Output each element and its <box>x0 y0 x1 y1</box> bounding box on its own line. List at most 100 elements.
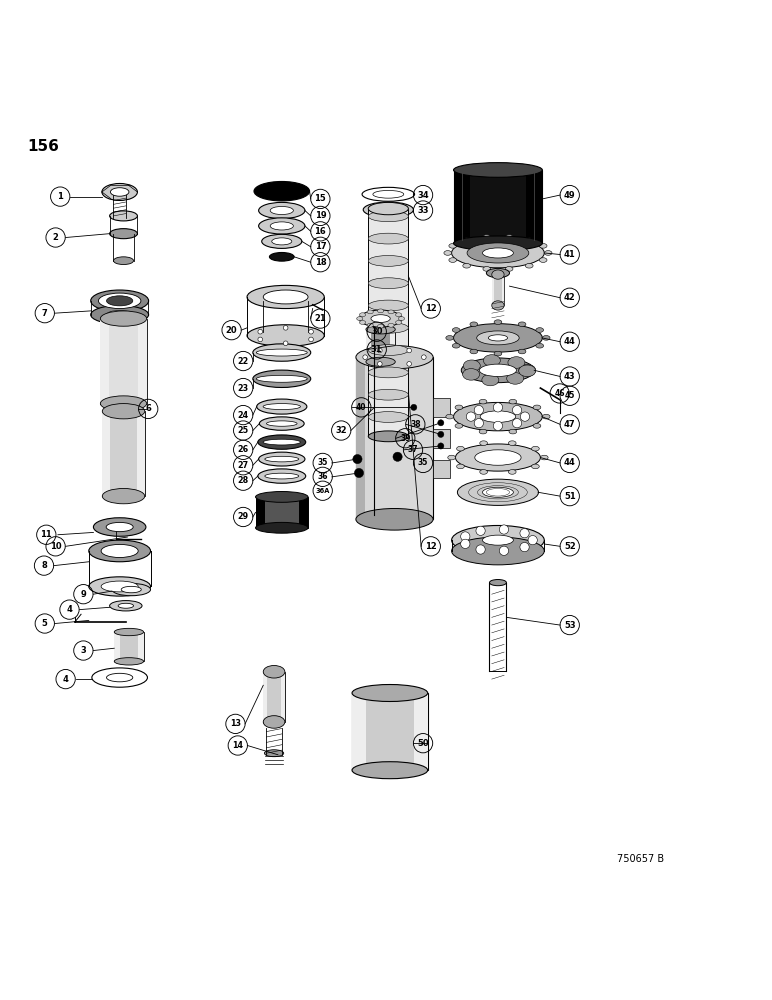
Text: 18: 18 <box>314 258 327 267</box>
Ellipse shape <box>270 222 293 230</box>
Circle shape <box>461 539 470 548</box>
Ellipse shape <box>89 540 151 562</box>
Ellipse shape <box>462 263 470 268</box>
Ellipse shape <box>352 762 428 779</box>
Circle shape <box>438 420 444 426</box>
Ellipse shape <box>259 202 305 219</box>
Bar <box>527 170 542 243</box>
Bar <box>366 329 395 362</box>
Ellipse shape <box>368 412 408 422</box>
Ellipse shape <box>479 247 516 259</box>
Ellipse shape <box>476 331 519 345</box>
Ellipse shape <box>256 349 307 356</box>
Ellipse shape <box>270 206 293 215</box>
Text: 22: 22 <box>238 357 249 366</box>
Ellipse shape <box>542 414 550 419</box>
Ellipse shape <box>480 411 516 422</box>
Ellipse shape <box>456 446 464 451</box>
Ellipse shape <box>533 424 541 428</box>
Text: 46: 46 <box>554 389 565 398</box>
Ellipse shape <box>102 183 137 200</box>
Ellipse shape <box>359 310 402 327</box>
Circle shape <box>407 348 411 353</box>
Text: 12: 12 <box>425 542 437 551</box>
Text: 12: 12 <box>425 304 437 313</box>
Bar <box>414 693 428 770</box>
Ellipse shape <box>456 464 464 469</box>
Ellipse shape <box>494 351 502 356</box>
Bar <box>390 329 395 362</box>
Bar <box>114 632 144 661</box>
Ellipse shape <box>453 163 542 177</box>
Text: 50: 50 <box>417 739 429 748</box>
Ellipse shape <box>90 290 148 312</box>
Ellipse shape <box>533 405 541 410</box>
Ellipse shape <box>532 446 540 451</box>
Text: 45: 45 <box>564 391 575 400</box>
Ellipse shape <box>455 405 462 410</box>
Text: 2: 2 <box>52 233 59 242</box>
Ellipse shape <box>107 310 133 319</box>
Bar <box>100 319 147 404</box>
Text: 4: 4 <box>66 605 73 614</box>
Ellipse shape <box>106 522 133 532</box>
Ellipse shape <box>482 248 513 258</box>
Circle shape <box>258 329 262 334</box>
Ellipse shape <box>532 464 540 469</box>
Ellipse shape <box>264 750 283 757</box>
Ellipse shape <box>479 470 487 474</box>
Ellipse shape <box>479 441 487 445</box>
Bar <box>138 632 144 661</box>
Text: 15: 15 <box>314 194 327 203</box>
Ellipse shape <box>368 345 408 356</box>
Ellipse shape <box>368 211 408 222</box>
Text: 750657 B: 750657 B <box>617 854 665 864</box>
Ellipse shape <box>518 349 526 354</box>
Ellipse shape <box>536 343 543 348</box>
Text: 5: 5 <box>42 619 48 628</box>
Ellipse shape <box>455 424 462 428</box>
Text: 43: 43 <box>564 372 576 381</box>
Text: 20: 20 <box>225 326 238 335</box>
Bar <box>433 429 450 448</box>
Ellipse shape <box>98 293 141 309</box>
Circle shape <box>411 404 417 410</box>
Ellipse shape <box>269 252 294 261</box>
Circle shape <box>309 329 313 334</box>
Circle shape <box>520 412 530 421</box>
Ellipse shape <box>256 522 308 533</box>
Ellipse shape <box>373 190 404 198</box>
Ellipse shape <box>452 238 544 268</box>
Text: 36A: 36A <box>316 488 330 494</box>
Text: 38: 38 <box>410 420 421 429</box>
Circle shape <box>528 536 537 545</box>
Text: 23: 23 <box>238 384 249 393</box>
Ellipse shape <box>445 414 453 419</box>
Text: 13: 13 <box>230 719 241 728</box>
Ellipse shape <box>486 268 510 278</box>
Ellipse shape <box>352 685 428 701</box>
Bar <box>433 398 450 417</box>
Ellipse shape <box>368 233 408 244</box>
Circle shape <box>520 529 529 538</box>
Ellipse shape <box>544 251 552 255</box>
Ellipse shape <box>444 251 452 255</box>
Text: 52: 52 <box>564 542 576 551</box>
Ellipse shape <box>455 444 540 471</box>
Ellipse shape <box>388 310 394 314</box>
Text: 31: 31 <box>371 345 383 354</box>
Ellipse shape <box>494 320 502 324</box>
Text: 37: 37 <box>408 445 418 454</box>
Text: 26: 26 <box>238 445 249 454</box>
Ellipse shape <box>519 365 536 376</box>
Ellipse shape <box>262 234 302 248</box>
Bar <box>263 672 285 722</box>
Ellipse shape <box>247 325 324 346</box>
Ellipse shape <box>479 429 487 434</box>
Ellipse shape <box>378 309 384 313</box>
Circle shape <box>422 355 426 359</box>
Ellipse shape <box>247 285 324 309</box>
Circle shape <box>438 443 444 449</box>
Ellipse shape <box>488 335 508 341</box>
Ellipse shape <box>367 323 373 327</box>
